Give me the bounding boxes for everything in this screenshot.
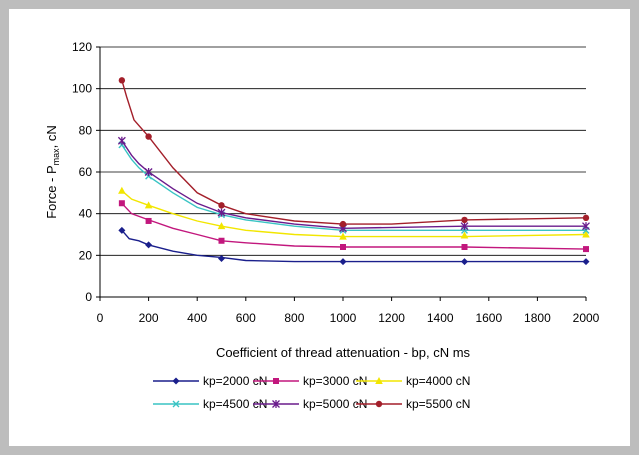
data-point-5-3 xyxy=(339,220,347,228)
series-1 xyxy=(118,200,589,253)
x-tick-label-600: 600 xyxy=(236,311,256,325)
data-point-1-0 xyxy=(118,200,125,207)
data-point-5-4 xyxy=(461,216,468,224)
axes xyxy=(96,46,587,301)
legend-swatch-marker-3 xyxy=(172,400,180,408)
data-point-1-1 xyxy=(145,217,152,224)
data-point-0-3 xyxy=(339,258,347,266)
grid-lines xyxy=(100,46,586,256)
data-point-4-0 xyxy=(117,136,126,145)
legend-label-4: kp=5000 cN xyxy=(303,397,367,411)
x-tick-label-1000: 1000 xyxy=(330,311,357,325)
x-tick-label-200: 200 xyxy=(139,311,159,325)
data-point-5-5 xyxy=(582,214,590,222)
y-tick-label-120: 120 xyxy=(72,40,92,54)
data-point-0-5 xyxy=(582,258,590,266)
data-point-1-2 xyxy=(218,237,225,244)
y-axis-title-main: Force - P xyxy=(44,165,59,218)
data-point-2-0 xyxy=(118,186,126,194)
x-tick-label-1600: 1600 xyxy=(475,311,502,325)
legend-swatch-marker-1 xyxy=(273,378,279,384)
data-point-4-1 xyxy=(144,168,153,176)
x-tick-label-1800: 1800 xyxy=(524,311,551,325)
series-5 xyxy=(118,77,590,228)
x-axis-title: Coefficient of thread attenuation - bp, … xyxy=(216,345,471,360)
legend-label-2: kp=4000 cN xyxy=(406,374,470,388)
legend-item-4: kp=5000 cN xyxy=(253,397,367,411)
y-axis-title: Force - Pmax, cN xyxy=(44,125,61,219)
legend-label-0: kp=2000 cN xyxy=(203,374,267,388)
data-point-0-2 xyxy=(218,254,225,262)
series-line-4 xyxy=(121,140,586,230)
series-0 xyxy=(118,226,590,266)
data-point-2-4 xyxy=(460,231,469,239)
legend-item-1: kp=3000 cN xyxy=(253,374,367,388)
data-point-5-2 xyxy=(218,202,225,209)
data-point-0-0 xyxy=(118,226,126,234)
y-tick-label-20: 20 xyxy=(79,248,93,262)
series-2 xyxy=(118,186,590,240)
data-point-4-4 xyxy=(460,222,469,231)
x-tick-label-1400: 1400 xyxy=(427,311,454,325)
y-axis-title-rest: , cN xyxy=(44,125,59,148)
y-tick-labels: 0 20 40 60 80 100 120 xyxy=(72,40,92,304)
data-point-5-1 xyxy=(145,133,152,140)
legend-item-3: kp=4500 cN xyxy=(153,397,267,411)
data-point-2-2 xyxy=(217,222,226,230)
x-tick-label-800: 800 xyxy=(284,311,304,325)
y-tick-label-80: 80 xyxy=(79,123,93,137)
series-line-5 xyxy=(121,80,587,225)
data-point-1-3 xyxy=(340,244,346,250)
x-tick-label-0: 0 xyxy=(97,311,104,325)
legend-item-5: kp=5500 cN xyxy=(356,397,470,411)
data-point-4-2 xyxy=(217,208,226,217)
data-point-5-0 xyxy=(118,77,126,84)
legend-item-2: kp=4000 cN xyxy=(356,374,470,388)
series-layer xyxy=(117,77,590,266)
data-point-0-1 xyxy=(145,241,153,249)
series-line-0 xyxy=(121,229,586,263)
legend-label-1: kp=3000 cN xyxy=(303,374,367,388)
x-tick-label-400: 400 xyxy=(187,311,207,325)
data-point-2-5 xyxy=(582,230,590,238)
series-line-3 xyxy=(121,144,586,232)
data-point-0-4 xyxy=(461,258,468,266)
x-tick-labels: 0 200 400 600 800 1000 1200 1400 1600 1800 2000 xyxy=(97,311,600,325)
legend-swatch-marker-5 xyxy=(375,400,383,408)
legend: kp=2000 cN kp=3000 cN kp=4000 cN kp=4500 cN… xyxy=(153,374,470,411)
data-point-1-4 xyxy=(461,244,468,250)
data-point-1-5 xyxy=(583,246,589,253)
x-tick-label-1200: 1200 xyxy=(378,311,405,325)
legend-swatch-marker-4 xyxy=(272,400,280,408)
legend-label-3: kp=4500 cN xyxy=(203,397,267,411)
legend-label-5: kp=5500 cN xyxy=(406,397,470,411)
data-point-4-5 xyxy=(582,222,590,231)
y-tick-label-0: 0 xyxy=(85,290,92,304)
legend-swatch-marker-2 xyxy=(375,377,383,384)
legend-swatch-marker-0 xyxy=(172,377,180,385)
y-tick-label-60: 60 xyxy=(79,165,93,179)
x-tick-label-2000: 2000 xyxy=(573,311,600,325)
y-tick-label-40: 40 xyxy=(79,207,93,221)
y-tick-label-100: 100 xyxy=(72,82,92,96)
data-point-2-1 xyxy=(144,201,153,209)
y-axis-title-sub: max xyxy=(51,148,61,166)
data-point-2-3 xyxy=(339,232,347,240)
legend-item-0: kp=2000 cN xyxy=(153,374,267,388)
